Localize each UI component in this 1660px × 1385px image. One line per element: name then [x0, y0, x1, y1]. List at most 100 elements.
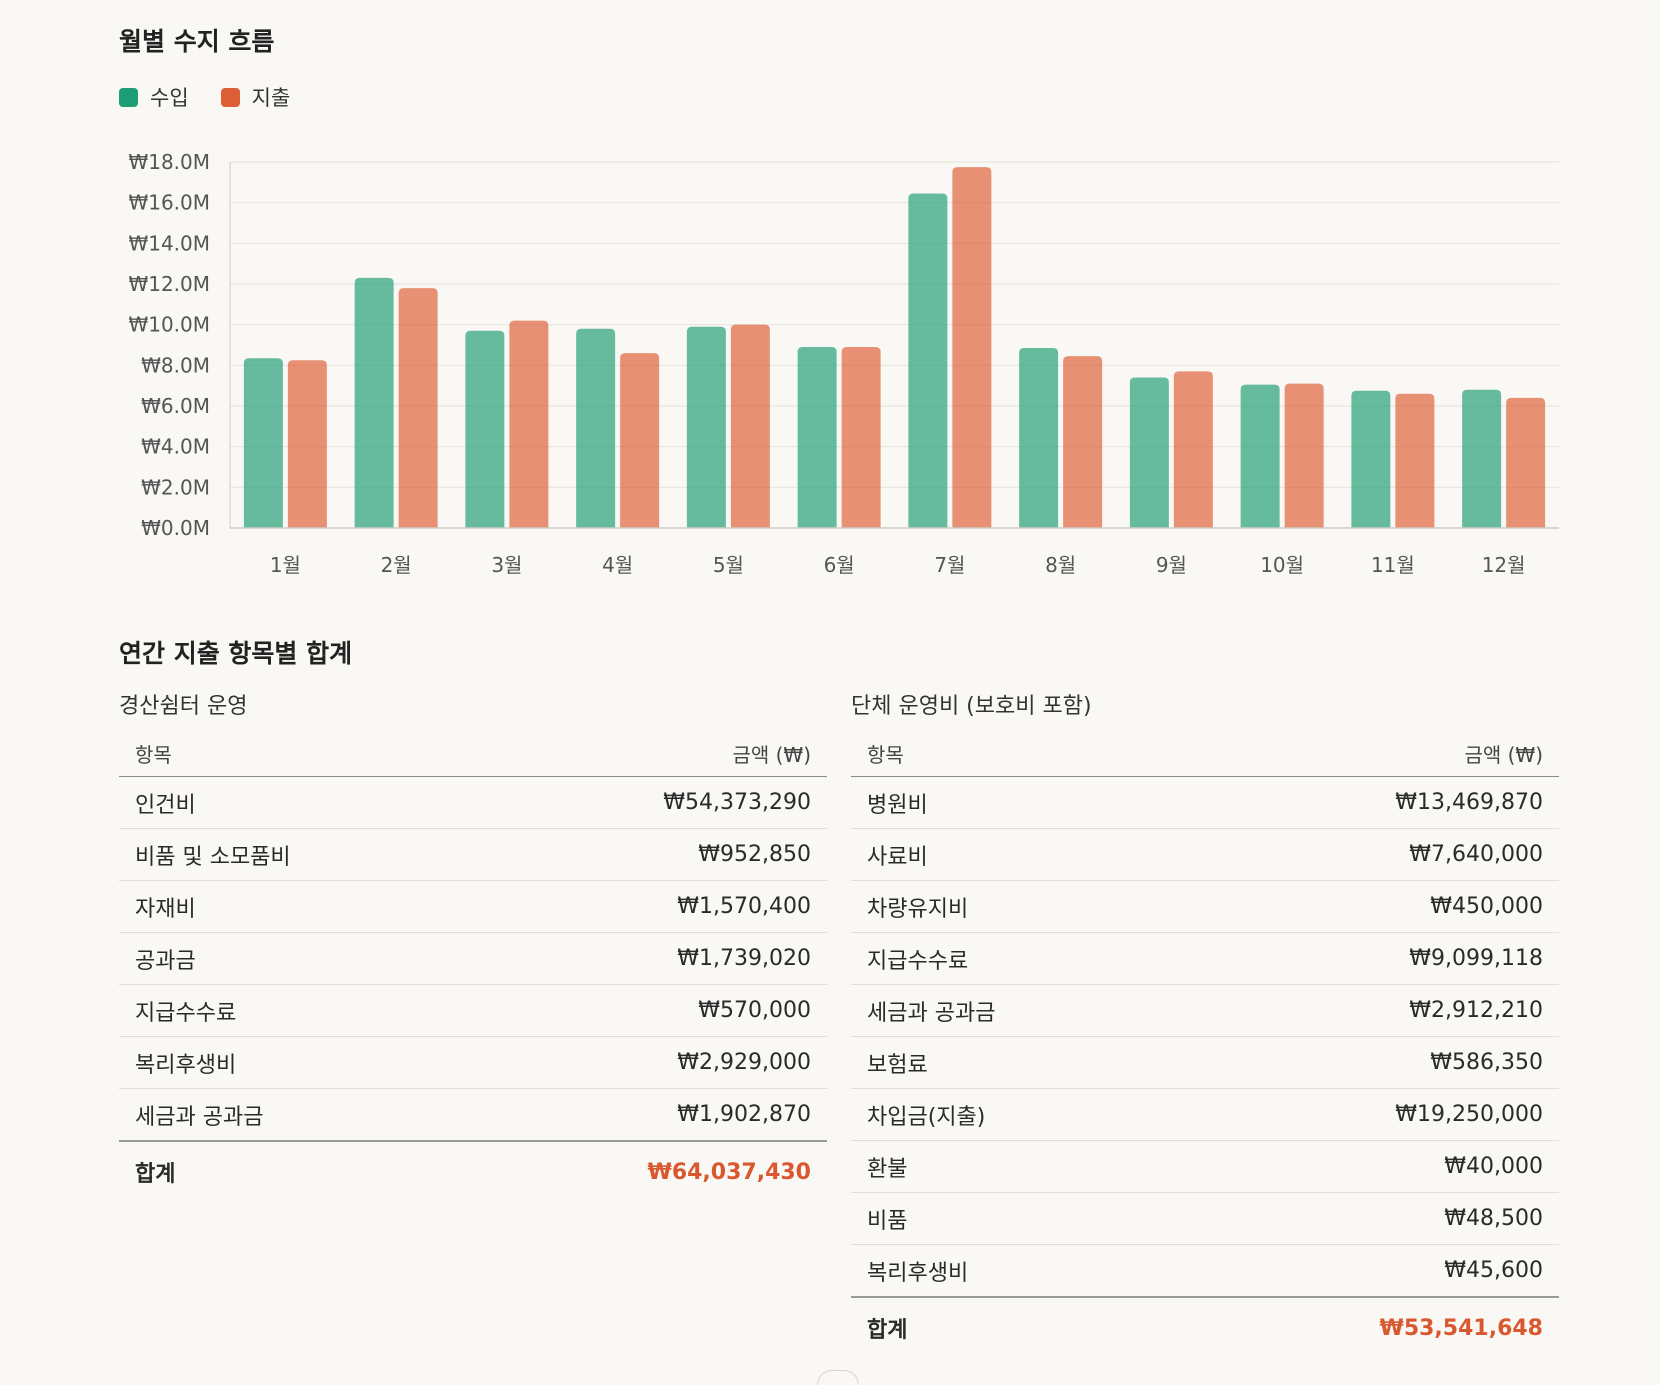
- scroll-indicator[interactable]: [817, 1370, 859, 1385]
- table-row: 복리후생비 ₩45,600: [851, 1244, 1559, 1298]
- bar-income[interactable]: [243, 358, 283, 528]
- bar-expense[interactable]: [730, 324, 770, 528]
- cell-item: 보험료: [851, 1036, 1171, 1089]
- cell-amount: ₩1,739,020: [465, 932, 827, 985]
- total-amount: ₩64,037,430: [465, 1140, 827, 1202]
- x-tick-label: 4월: [602, 553, 633, 577]
- table-row: 차량유지비 ₩450,000: [851, 880, 1559, 933]
- x-tick-label: 5월: [713, 553, 744, 577]
- cell-item: 자재비: [119, 880, 466, 933]
- legend-item-income[interactable]: 수입: [119, 82, 189, 112]
- x-tick-label: 3월: [491, 553, 522, 577]
- cell-item: 차량유지비: [851, 880, 1171, 933]
- expense-table-shelter: 항목 금액 (₩) 인건비 ₩54,373,290 비품 및 소모품비 ₩952,85…: [119, 730, 827, 1202]
- cell-amount: ₩1,570,400: [465, 880, 827, 933]
- cell-amount: ₩1,902,870: [465, 1088, 827, 1142]
- table-row: 지급수수료 ₩570,000: [119, 984, 827, 1037]
- y-tick-label: ₩8.0M: [141, 353, 210, 377]
- bar-income[interactable]: [1019, 348, 1059, 528]
- bar-expense[interactable]: [287, 360, 327, 528]
- bar-income[interactable]: [1351, 390, 1391, 528]
- table-row: 복리후생비 ₩2,929,000: [119, 1036, 827, 1089]
- cell-amount: ₩48,500: [1170, 1192, 1559, 1245]
- cell-amount: ₩9,099,118: [1170, 932, 1559, 985]
- col-header-amount: 금액 (₩): [465, 730, 827, 777]
- cell-amount: ₩54,373,290: [465, 776, 827, 829]
- bar-income[interactable]: [465, 330, 505, 528]
- y-tick-label: ₩14.0M: [128, 231, 210, 255]
- table-row: 세금과 공과금 ₩1,902,870: [119, 1088, 827, 1142]
- cell-amount: ₩7,640,000: [1170, 828, 1559, 881]
- cell-item: 병원비: [851, 776, 1171, 829]
- chart-legend: 수입 지출: [119, 82, 290, 112]
- bar-income[interactable]: [1129, 377, 1169, 528]
- monthly-bar-chart: ₩0.0M ₩2.0M ₩4.0M ₩6.0M ₩8.0M ₩10.0M ₩12.0M ₩14…: [128, 150, 1559, 577]
- bar-expense[interactable]: [398, 288, 438, 528]
- bar-income[interactable]: [576, 328, 616, 528]
- bar-expense[interactable]: [1063, 356, 1103, 528]
- x-tick-label: 6월: [824, 553, 855, 577]
- col-header-amount: 금액 (₩): [1170, 730, 1559, 777]
- bar-income[interactable]: [1462, 389, 1502, 528]
- x-tick-label: 2월: [381, 553, 412, 577]
- table-row: 병원비 ₩13,469,870: [851, 776, 1559, 829]
- y-tick-label: ₩18.0M: [128, 150, 210, 174]
- table-block-shelter: 경산쉼터 운영 항목 금액 (₩) 인건비 ₩54,373,290 비품 및 소모품…: [119, 692, 827, 1202]
- total-label: 합계: [851, 1296, 1171, 1358]
- bar-income[interactable]: [908, 193, 948, 528]
- cell-item: 인건비: [119, 776, 466, 829]
- legend-label-income: 수입: [150, 86, 189, 110]
- table-row: 차입금(지출) ₩19,250,000: [851, 1088, 1559, 1141]
- cell-item: 차입금(지출): [851, 1088, 1171, 1141]
- expense-table-org: 항목 금액 (₩) 병원비 ₩13,469,870 사료비 ₩7,640,000 차량유…: [851, 730, 1559, 1358]
- table-row: 비품 및 소모품비 ₩952,850: [119, 828, 827, 881]
- bar-expense[interactable]: [841, 347, 881, 528]
- cell-item: 복리후생비: [851, 1244, 1171, 1298]
- bar-expense[interactable]: [952, 167, 992, 529]
- y-tick-label: ₩0.0M: [141, 516, 210, 540]
- table-row: 자재비 ₩1,570,400: [119, 880, 827, 933]
- cell-amount: ₩570,000: [465, 984, 827, 1037]
- y-tick-label: ₩4.0M: [141, 435, 210, 459]
- x-tick-label: 1월: [270, 553, 301, 577]
- y-tick-label: ₩10.0M: [128, 313, 210, 337]
- table-row: 세금과 공과금 ₩2,912,210: [851, 984, 1559, 1037]
- bar-income[interactable]: [354, 277, 394, 528]
- cell-item: 세금과 공과금: [119, 1088, 466, 1142]
- legend-item-expense[interactable]: 지출: [220, 82, 291, 112]
- bar-expense[interactable]: [1284, 383, 1324, 528]
- x-tick-label: 8월: [1045, 553, 1076, 577]
- bar-income[interactable]: [797, 347, 837, 528]
- table-header-row: 항목 금액 (₩): [119, 730, 827, 777]
- chart-title: 월별 수지 흐름: [119, 27, 275, 56]
- y-tick-label: ₩6.0M: [141, 394, 210, 418]
- table-row: 지급수수료 ₩9,099,118: [851, 932, 1559, 985]
- table-row: 사료비 ₩7,640,000: [851, 828, 1559, 881]
- cell-amount: ₩450,000: [1170, 880, 1559, 933]
- bar-expense[interactable]: [620, 353, 660, 528]
- bar-expense[interactable]: [1173, 371, 1213, 528]
- cell-item: 사료비: [851, 828, 1171, 881]
- bar-expense[interactable]: [1506, 397, 1546, 528]
- bar-expense[interactable]: [509, 320, 549, 528]
- y-tick-label: ₩12.0M: [128, 272, 210, 296]
- cell-item: 공과금: [119, 932, 466, 985]
- legend-label-expense: 지출: [251, 86, 291, 110]
- cell-amount: ₩2,929,000: [465, 1036, 827, 1089]
- cell-item: 세금과 공과금: [851, 984, 1171, 1037]
- table-caption-shelter: 경산쉼터 운영: [119, 694, 248, 719]
- tables-title: 연간 지출 항목별 합계: [119, 639, 353, 668]
- bar-income[interactable]: [686, 326, 726, 528]
- legend-swatch-income: [119, 87, 138, 107]
- col-header-item: 항목: [851, 730, 1171, 777]
- bar-expense[interactable]: [1395, 393, 1435, 528]
- bar-income[interactable]: [1240, 384, 1280, 528]
- table-total-row: 합계 ₩53,541,648: [851, 1296, 1559, 1358]
- table-total-row: 합계 ₩64,037,430: [119, 1140, 827, 1202]
- table-row: 환불 ₩40,000: [851, 1140, 1559, 1193]
- x-tick-label: 12월: [1482, 553, 1526, 577]
- cell-item: 복리후생비: [119, 1036, 466, 1089]
- cell-item: 지급수수료: [119, 984, 466, 1037]
- cell-amount: ₩45,600: [1170, 1244, 1559, 1298]
- cell-amount: ₩40,000: [1170, 1140, 1559, 1193]
